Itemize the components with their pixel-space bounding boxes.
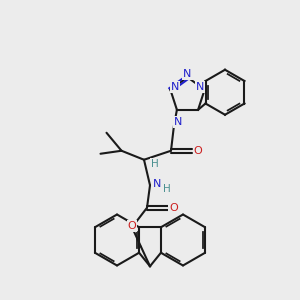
Text: O: O — [128, 221, 136, 231]
Text: N: N — [196, 82, 204, 92]
Text: N: N — [152, 179, 161, 189]
Text: H: H — [151, 159, 158, 169]
Text: O: O — [194, 146, 202, 156]
Text: O: O — [169, 203, 178, 213]
Text: N: N — [183, 69, 192, 79]
Text: N: N — [171, 82, 179, 92]
Text: N: N — [174, 117, 183, 127]
Text: H: H — [163, 184, 170, 194]
